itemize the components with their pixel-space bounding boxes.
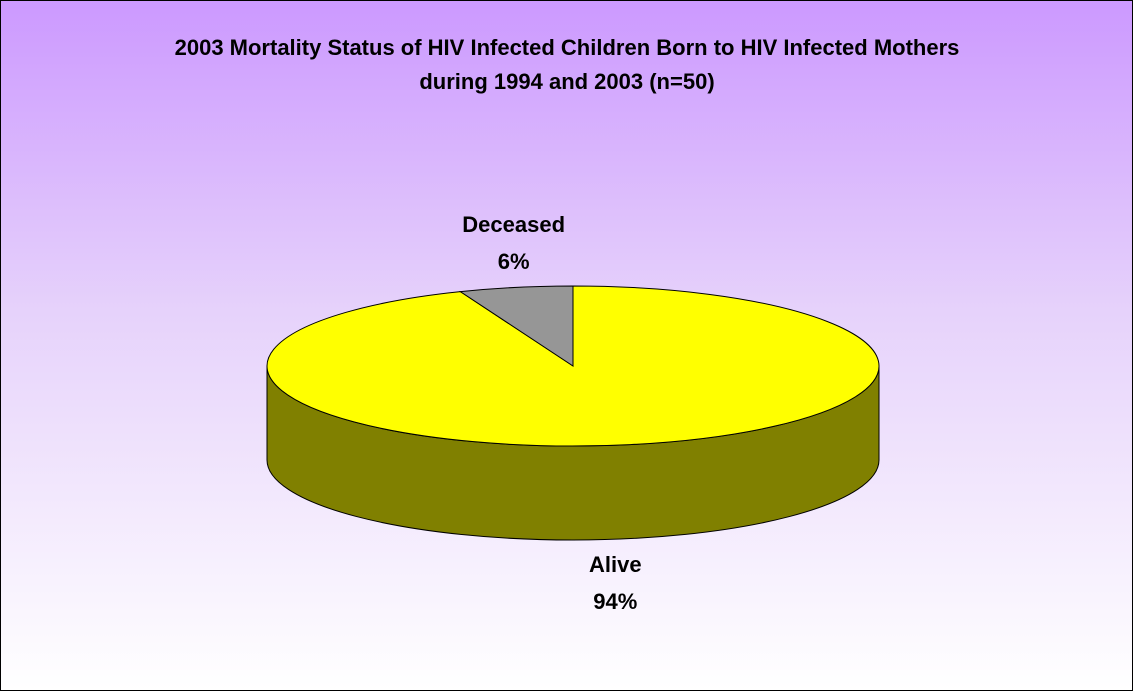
slice-category-label: Alive bbox=[589, 552, 642, 577]
slice bbox=[458, 285, 574, 367]
chart-title: 2003 Mortality Status of HIV Infected Ch… bbox=[174, 35, 960, 94]
slice-category-label: Deceased bbox=[462, 212, 565, 237]
slice-value-label: 6% bbox=[498, 249, 530, 274]
slice-value-label: 94% bbox=[593, 589, 637, 614]
